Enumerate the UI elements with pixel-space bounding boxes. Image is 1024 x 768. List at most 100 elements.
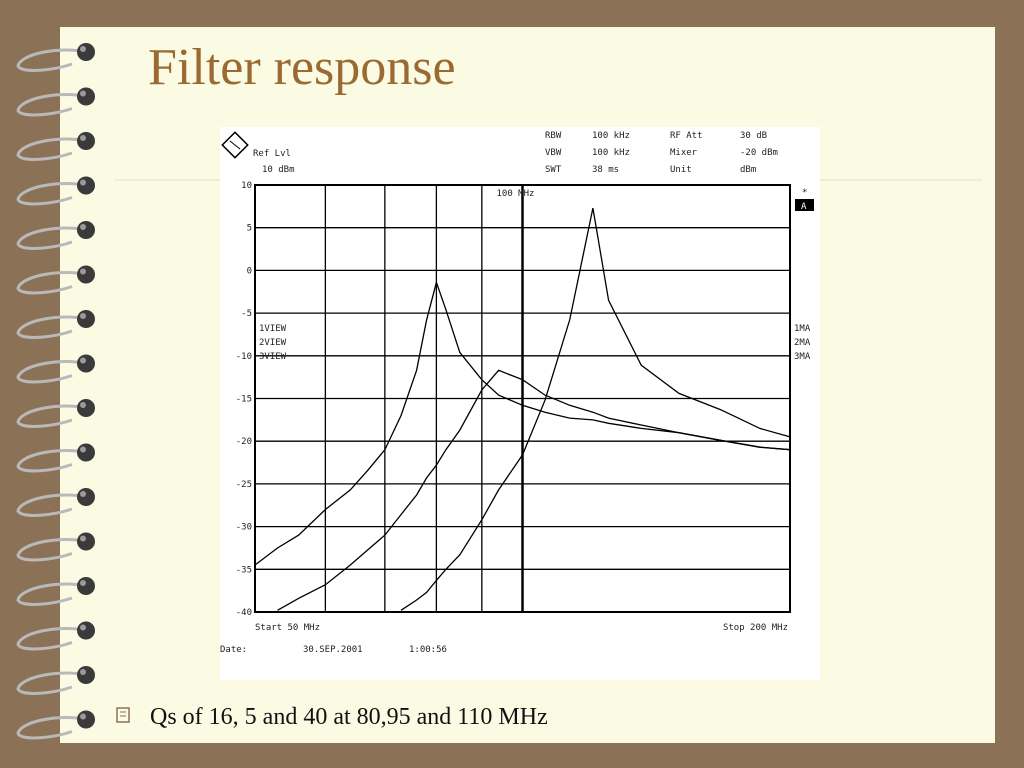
ring-wire — [16, 226, 87, 250]
y-tick-label: -10 — [236, 352, 252, 362]
stop-label: Stop 200 MHz — [723, 623, 788, 633]
setting-text: 30 dB — [740, 131, 767, 141]
setting-text: dBm — [740, 165, 756, 175]
bullet-text: Qs of 16, 5 and 40 at 80,95 and 110 MHz — [150, 704, 548, 730]
setting-text: Unit — [670, 165, 692, 175]
binding — [16, 43, 95, 740]
ring-hole-shine — [80, 713, 86, 720]
ring-hole — [77, 621, 95, 640]
ring-wire — [16, 448, 87, 473]
ring-wire — [16, 270, 87, 295]
trace-line — [277, 369, 791, 611]
ring-hole-shine — [80, 179, 86, 186]
trace-name: 2VIEW — [259, 338, 287, 348]
ring-wire — [16, 626, 87, 651]
trace-line — [254, 280, 791, 566]
ring-hole — [77, 399, 95, 417]
ring-hole — [77, 176, 95, 195]
marker-label: 100 MHz — [497, 189, 535, 199]
start-label: Start 50 MHz — [255, 623, 320, 633]
ring-hole — [77, 710, 95, 729]
setting-text: 100 kHz — [592, 148, 630, 158]
ring-hole — [77, 488, 95, 506]
y-tick-label: -30 — [236, 523, 252, 533]
ring-wire — [16, 92, 87, 117]
y-tick-label: 5 — [247, 224, 252, 234]
setting-text: SWT — [545, 165, 562, 175]
ring-wire — [16, 315, 87, 339]
ring-wire — [16, 537, 87, 562]
ring-hole — [77, 443, 95, 462]
ring-wire — [16, 671, 87, 695]
ring-hole-shine — [80, 669, 86, 675]
ring-hole-shine — [80, 313, 86, 319]
setting-text: RF Att — [670, 131, 703, 141]
ring-hole-shine — [80, 402, 86, 408]
y-tick-label: 10 — [241, 181, 252, 191]
ring-hole-shine — [80, 90, 86, 97]
date: 30.SEP.2001 — [303, 645, 363, 655]
y-tick-label: -25 — [236, 480, 252, 490]
ring-hole — [77, 43, 95, 61]
ring-wire — [16, 404, 87, 428]
ring-wire — [16, 48, 87, 72]
setting-text: VBW — [545, 148, 562, 158]
ring-hole-shine — [80, 357, 86, 364]
y-tick-label: 0 — [247, 266, 252, 276]
setting-text: 100 kHz — [592, 131, 630, 141]
ring-hole-shine — [80, 224, 86, 230]
ring-wire — [16, 715, 87, 740]
ring-hole-shine — [80, 535, 86, 542]
ring-hole-shine — [80, 135, 86, 141]
ref-level: 10 dBm — [262, 165, 295, 175]
ring-wire — [16, 137, 87, 161]
trace-mode: 2MA — [794, 338, 811, 348]
y-tick-label: -20 — [236, 437, 252, 447]
ring-hole-shine — [80, 491, 86, 497]
y-tick-label: -5 — [241, 309, 252, 319]
trace-line — [400, 207, 791, 611]
ring-hole-shine — [80, 446, 86, 453]
ring-hole — [77, 577, 95, 595]
screen-label: A — [801, 202, 807, 212]
time: 1:00:56 — [409, 645, 447, 655]
screen-box — [795, 199, 814, 211]
ring-wire — [16, 359, 87, 384]
ring-hole — [77, 87, 95, 106]
y-tick-label: -15 — [236, 395, 252, 405]
analyzer-screen — [220, 127, 820, 680]
ring-hole — [77, 532, 95, 551]
logo-mark — [229, 140, 241, 150]
setting-text: Mixer — [670, 148, 698, 158]
instrument-logo — [221, 131, 249, 159]
ring-hole — [77, 265, 95, 284]
ring-hole — [77, 132, 95, 150]
ring-wire — [16, 493, 87, 517]
trace-mode: 1MA — [794, 324, 811, 334]
setting-text: -20 dBm — [740, 148, 778, 158]
trace-name: 1VIEW — [259, 324, 287, 334]
ring-hole-shine — [80, 580, 86, 586]
slide-title: Filter response — [148, 39, 456, 96]
ring-hole-shine — [80, 624, 86, 631]
trace-mode: 3MA — [794, 352, 811, 362]
ring-hole — [77, 221, 95, 239]
setting-text: 38 ms — [592, 165, 619, 175]
y-tick-label: -40 — [236, 608, 252, 618]
date-label: Date: — [220, 645, 247, 655]
ring-hole-shine — [80, 268, 86, 275]
ring-wire — [16, 582, 87, 606]
trace-name: 3VIEW — [259, 352, 287, 362]
y-tick-label: -35 — [236, 565, 252, 575]
ring-hole — [77, 666, 95, 684]
bullet-icon-page — [116, 707, 130, 723]
ring-hole-shine — [80, 46, 86, 52]
chart: 10 5 0 -5 -10 -15 -20 -25 -30 -35 -40 100 MHz 1VIEW 2… — [220, 181, 814, 655]
ring-hole — [77, 310, 95, 328]
bullet-icon — [116, 707, 130, 723]
ring-wire — [16, 181, 87, 206]
ring-hole — [77, 354, 95, 373]
flag: * — [802, 188, 807, 198]
ref-level-label: Ref Lvl — [253, 149, 291, 159]
